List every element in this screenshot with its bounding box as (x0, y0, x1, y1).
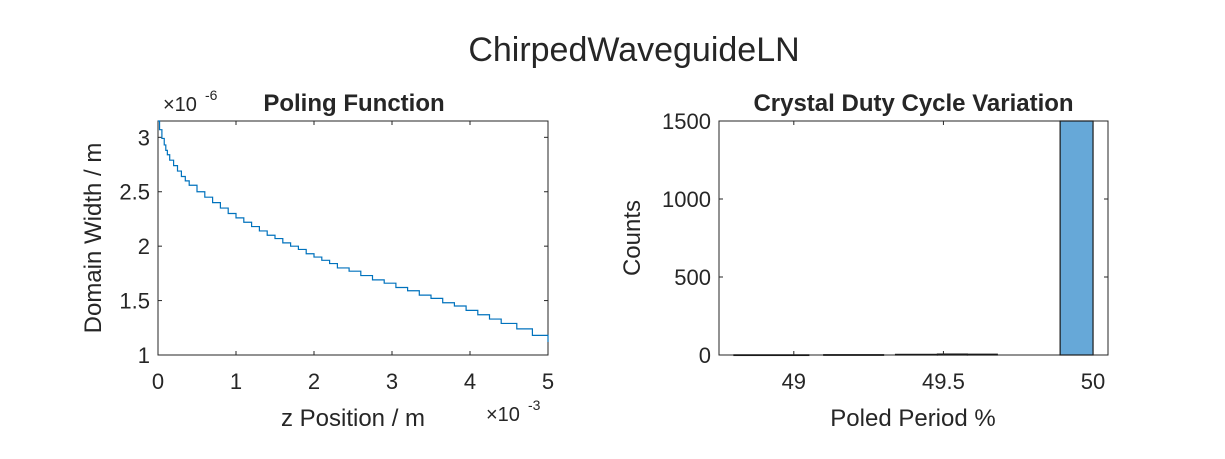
subplot-title: Poling Function (263, 90, 444, 117)
y-axis-label: Counts (619, 200, 646, 276)
x-tick-label: 49.5 (922, 369, 965, 394)
y-tick-label: 1500 (662, 109, 711, 134)
histogram-bar (1059, 120, 1094, 356)
x-axis-label: z Position / m (281, 405, 425, 432)
histogram-bar (733, 354, 810, 357)
histogram-bar (936, 353, 968, 356)
x-tick-label: 2 (308, 369, 320, 394)
y-axis-label: Domain Width / m (80, 143, 107, 334)
y-tick-label: 1.5 (119, 289, 150, 314)
domain-width-line (158, 120, 549, 342)
y-tick-label: 0 (699, 343, 711, 368)
y-exponent-power: -6 (205, 87, 218, 103)
x-tick-label: 3 (386, 369, 398, 394)
plot-area (718, 120, 1109, 356)
x-tick-label: 0 (152, 369, 164, 394)
histogram-bar (823, 354, 885, 356)
y-tick-label: 2.5 (119, 180, 150, 205)
x-tick-label: 4 (464, 369, 476, 394)
x-tick-label: 49 (782, 369, 806, 394)
plot-area (157, 120, 549, 356)
histogram-bar (894, 353, 939, 356)
subplot-title: Crystal Duty Cycle Variation (753, 90, 1073, 117)
x-tick-label: 5 (542, 369, 554, 394)
x-tick-label: 1 (230, 369, 242, 394)
y-tick-label: 1000 (662, 187, 711, 212)
y-tick-label: 500 (674, 265, 711, 290)
figure-title: ChirpedWaveguideLN (468, 31, 799, 69)
y-tick-label: 1 (138, 343, 150, 368)
x-axis-label: Poled Period % (830, 405, 995, 432)
x-tick-label: 50 (1081, 369, 1105, 394)
x-exponent-power: -3 (528, 397, 541, 413)
histogram-bar (966, 353, 998, 356)
y-exponent-base: ×10 (163, 94, 197, 116)
x-exponent-base: ×10 (486, 404, 520, 426)
y-tick-label: 3 (138, 125, 150, 150)
y-tick-label: 2 (138, 234, 150, 259)
